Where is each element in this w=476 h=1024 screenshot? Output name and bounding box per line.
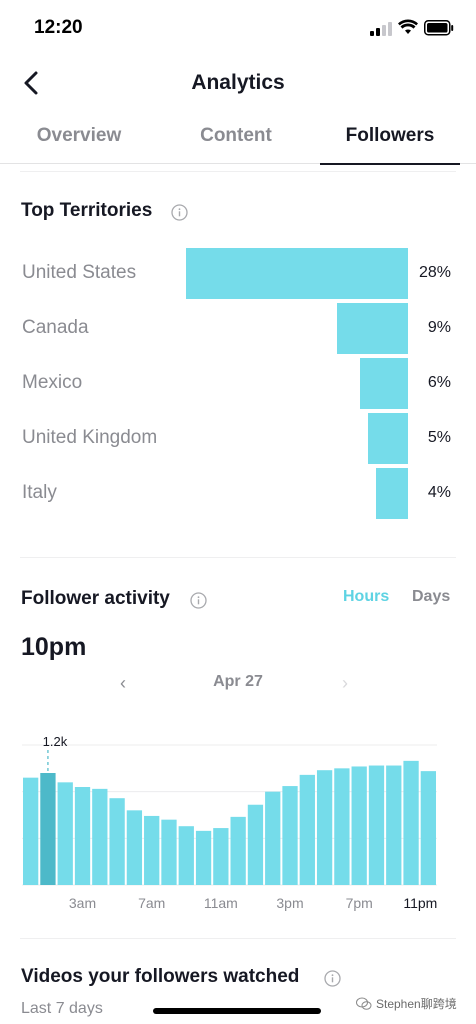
selected-time: 10pm — [21, 633, 87, 661]
section-divider — [20, 171, 456, 172]
follower-activity-chart: 1.2k 3am 7am 11am 3pm 7pm 11pm — [22, 734, 437, 911]
activity-bar-9pm[interactable] — [386, 765, 402, 885]
activity-bar-3pm[interactable] — [282, 786, 298, 885]
info-icon[interactable] — [190, 592, 207, 609]
page-title: Analytics — [191, 71, 285, 94]
tab-bar: Overview Content Followers — [0, 112, 476, 165]
watermark-text: Stephen聊跨境 — [376, 997, 457, 1011]
x-tick-label: 3am — [69, 895, 96, 911]
activity-bar-9am[interactable] — [178, 826, 194, 885]
section-divider — [20, 557, 456, 558]
status-bar: 12:20 — [0, 0, 476, 58]
activity-bar-2am[interactable] — [57, 782, 73, 885]
activity-bar-1pm[interactable] — [247, 804, 264, 885]
wifi-icon — [398, 19, 418, 34]
top-territories-title: Top Territories — [21, 200, 153, 221]
territory-label-mexico: Mexico — [22, 372, 83, 393]
toggle-days[interactable]: Days — [412, 588, 451, 605]
info-icon[interactable] — [324, 970, 341, 987]
section-divider — [20, 938, 456, 939]
activity-bar-11am[interactable] — [213, 828, 229, 885]
territory-label-canada: Canada — [22, 317, 89, 338]
territory-bar-us — [186, 248, 408, 299]
cellular-signal-icon — [370, 22, 392, 36]
x-tick-label: 11pm — [403, 895, 437, 911]
videos-watched-title: Videos your followers watched — [21, 966, 300, 987]
home-indicator[interactable] — [153, 1008, 321, 1014]
wechat-icon — [356, 997, 372, 1010]
territory-pct-italy: 4% — [427, 484, 451, 501]
activity-bar-4am[interactable] — [92, 788, 108, 885]
x-tick-label: 3pm — [276, 895, 303, 911]
territory-bar-mexico — [360, 358, 408, 409]
date-label: Apr 27 — [213, 673, 263, 690]
tab-content[interactable]: Content — [200, 125, 272, 146]
activity-bar-10pm[interactable] — [403, 760, 419, 885]
chevron-left-icon[interactable]: ‹ — [120, 673, 126, 693]
territory-pct-uk: 5% — [427, 429, 451, 446]
activity-bar-6pm[interactable] — [334, 768, 350, 885]
videos-watched-subtitle: Last 7 days — [21, 1000, 103, 1017]
toggle-hours[interactable]: Hours — [343, 588, 390, 605]
territory-bar-uk — [368, 413, 408, 464]
activity-bar-5am[interactable] — [109, 798, 125, 885]
chevron-right-icon[interactable]: › — [342, 673, 348, 693]
selected-bar-label: 1.2k — [43, 734, 68, 749]
x-tick-label: 7am — [138, 895, 165, 911]
nav-header: Analytics — [0, 58, 476, 110]
x-tick-label: 11am — [204, 895, 238, 911]
activity-bar-4pm[interactable] — [299, 774, 315, 885]
territory-label-us: United States — [22, 262, 137, 283]
territory-label-uk: United Kingdom — [22, 427, 158, 448]
activity-bar-7pm[interactable] — [351, 766, 367, 885]
status-time: 12:20 — [34, 17, 83, 38]
battery-icon — [424, 20, 454, 36]
activity-bar-3am[interactable] — [74, 787, 91, 885]
activity-bar-11pm[interactable] — [420, 771, 436, 885]
territory-label-italy: Italy — [22, 482, 57, 503]
activity-bar-12am[interactable] — [23, 777, 39, 885]
watermark: Stephen聊跨境 — [356, 995, 457, 1012]
territory-pct-canada: 9% — [427, 319, 451, 336]
activity-bar-7am[interactable] — [144, 815, 160, 885]
territory-pct-mexico: 6% — [427, 374, 451, 391]
info-icon[interactable] — [171, 204, 188, 221]
tab-followers[interactable]: Followers — [320, 112, 460, 165]
activity-bar-2pm[interactable] — [265, 791, 281, 885]
activity-bar-5pm[interactable] — [316, 770, 333, 885]
territory-bar-canada — [337, 303, 408, 354]
tab-overview[interactable]: Overview — [36, 125, 122, 146]
activity-bar-6am[interactable] — [126, 810, 143, 885]
activity-bar-10am[interactable] — [195, 830, 212, 885]
back-arrow-icon[interactable] — [20, 68, 44, 98]
activity-bar-1am[interactable] — [40, 773, 56, 885]
territory-pct-us: 28% — [418, 264, 451, 281]
activity-bar-12pm[interactable] — [230, 816, 246, 885]
activity-bar-8am[interactable] — [161, 819, 177, 885]
territory-bar-italy — [376, 468, 408, 519]
activity-bar-8pm[interactable] — [368, 765, 385, 885]
x-tick-label: 7pm — [346, 895, 373, 911]
follower-activity-title: Follower activity — [21, 588, 170, 609]
